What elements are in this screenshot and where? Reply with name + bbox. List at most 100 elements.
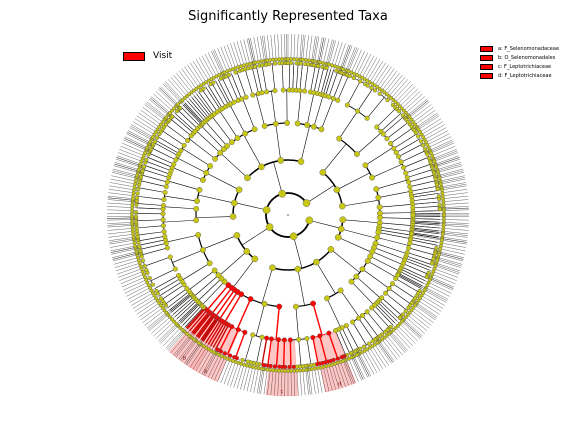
tree-node (375, 229, 382, 236)
tree-node (160, 217, 166, 223)
branch-edge (337, 75, 349, 101)
tree-node (201, 86, 206, 91)
branch-edge (214, 289, 236, 318)
branch-edge (236, 71, 247, 98)
tree-node (366, 341, 372, 346)
tree-node (134, 195, 140, 200)
tree-node (259, 334, 265, 340)
branch-arc (272, 248, 332, 271)
tree-node (369, 248, 376, 255)
tree-node (364, 115, 370, 121)
branch-edge (193, 275, 219, 298)
branch-edge (347, 81, 361, 106)
leaf-line (338, 329, 350, 354)
branch-edge (306, 92, 315, 126)
branch-edge (341, 228, 378, 239)
tree-node (160, 202, 166, 208)
branch-edge (309, 220, 342, 229)
taxa-legend: a: F_Selenomonadaceae b: O_Selenomonadal… (480, 44, 559, 80)
branch-edge (151, 147, 176, 161)
leaf-line (377, 301, 398, 322)
tree-node (142, 263, 147, 269)
leaf-line (412, 230, 439, 234)
legend-swatch-visit (123, 51, 145, 61)
tree-node (310, 300, 316, 307)
leaf-line (411, 232, 439, 237)
leaf-line (405, 257, 431, 268)
branch-edge (388, 288, 412, 305)
leaf-line (410, 237, 438, 243)
tree-node (374, 124, 380, 130)
tree-node (418, 139, 424, 144)
tree-node (244, 174, 251, 182)
branch-edge (379, 222, 413, 226)
tree-node (292, 303, 299, 310)
branch-arc (236, 235, 256, 260)
branch-edge (386, 121, 409, 139)
branch-edge (177, 109, 198, 129)
tree-node (359, 312, 365, 318)
tree-node (318, 126, 325, 133)
branch-edge (206, 172, 240, 191)
tree-node (185, 138, 191, 144)
branch-edge (243, 134, 262, 167)
branch-edge (165, 124, 188, 141)
tree-node (194, 198, 200, 204)
leaf-line (185, 102, 204, 124)
tree-node (327, 246, 335, 253)
tree-node (333, 186, 341, 194)
branch-edge (219, 110, 238, 139)
leaf-line (184, 103, 203, 124)
taxa-legend-label: d: F_Leptotrichiaceae (498, 72, 552, 79)
leaf-line (412, 223, 440, 226)
tree-node (161, 229, 167, 235)
branch-edge (297, 269, 305, 306)
tree-node (160, 223, 166, 229)
tree-node (296, 337, 302, 343)
branch-edge (181, 263, 210, 281)
tree-node (152, 139, 158, 144)
tree-node (154, 135, 160, 140)
leaf-line (208, 321, 223, 345)
tree-node (369, 305, 375, 311)
tree-node (304, 122, 311, 128)
branch-edge (244, 69, 254, 96)
leaf-line (210, 322, 225, 346)
tree-node (158, 296, 164, 301)
taxa-legend-swatch (480, 72, 493, 79)
tree-node (406, 179, 412, 185)
branch-edge (297, 90, 302, 124)
tree-node (217, 149, 224, 156)
tree-node (396, 109, 402, 114)
tree-node (356, 315, 362, 321)
branch-edge (137, 195, 164, 200)
tree-node (416, 134, 421, 139)
branch-edge (211, 115, 233, 143)
tree-node (239, 96, 245, 102)
leaf-line (412, 201, 440, 205)
tree-node (277, 364, 282, 369)
branch-edge (306, 185, 335, 204)
branch-edge (395, 278, 420, 293)
branch-edge (255, 303, 265, 336)
branch-arc (265, 192, 311, 238)
branch-edge (358, 318, 375, 341)
clade-label: c (280, 389, 283, 395)
tree-node (403, 309, 408, 314)
branch-arc (162, 213, 165, 232)
branch-edge (219, 326, 233, 352)
leaf-line (191, 97, 210, 119)
leaf-line (154, 275, 179, 289)
branch-edge (352, 321, 367, 346)
branch-edge (365, 147, 394, 166)
tree-node (222, 351, 227, 356)
tree-node (250, 92, 256, 98)
branch-edge (139, 180, 167, 187)
tree-node (280, 87, 286, 93)
leaf-line (292, 63, 294, 91)
branch-edge (202, 235, 238, 250)
leaf-line (299, 63, 303, 91)
branch-edge (356, 276, 382, 299)
leaf-line (380, 113, 402, 132)
